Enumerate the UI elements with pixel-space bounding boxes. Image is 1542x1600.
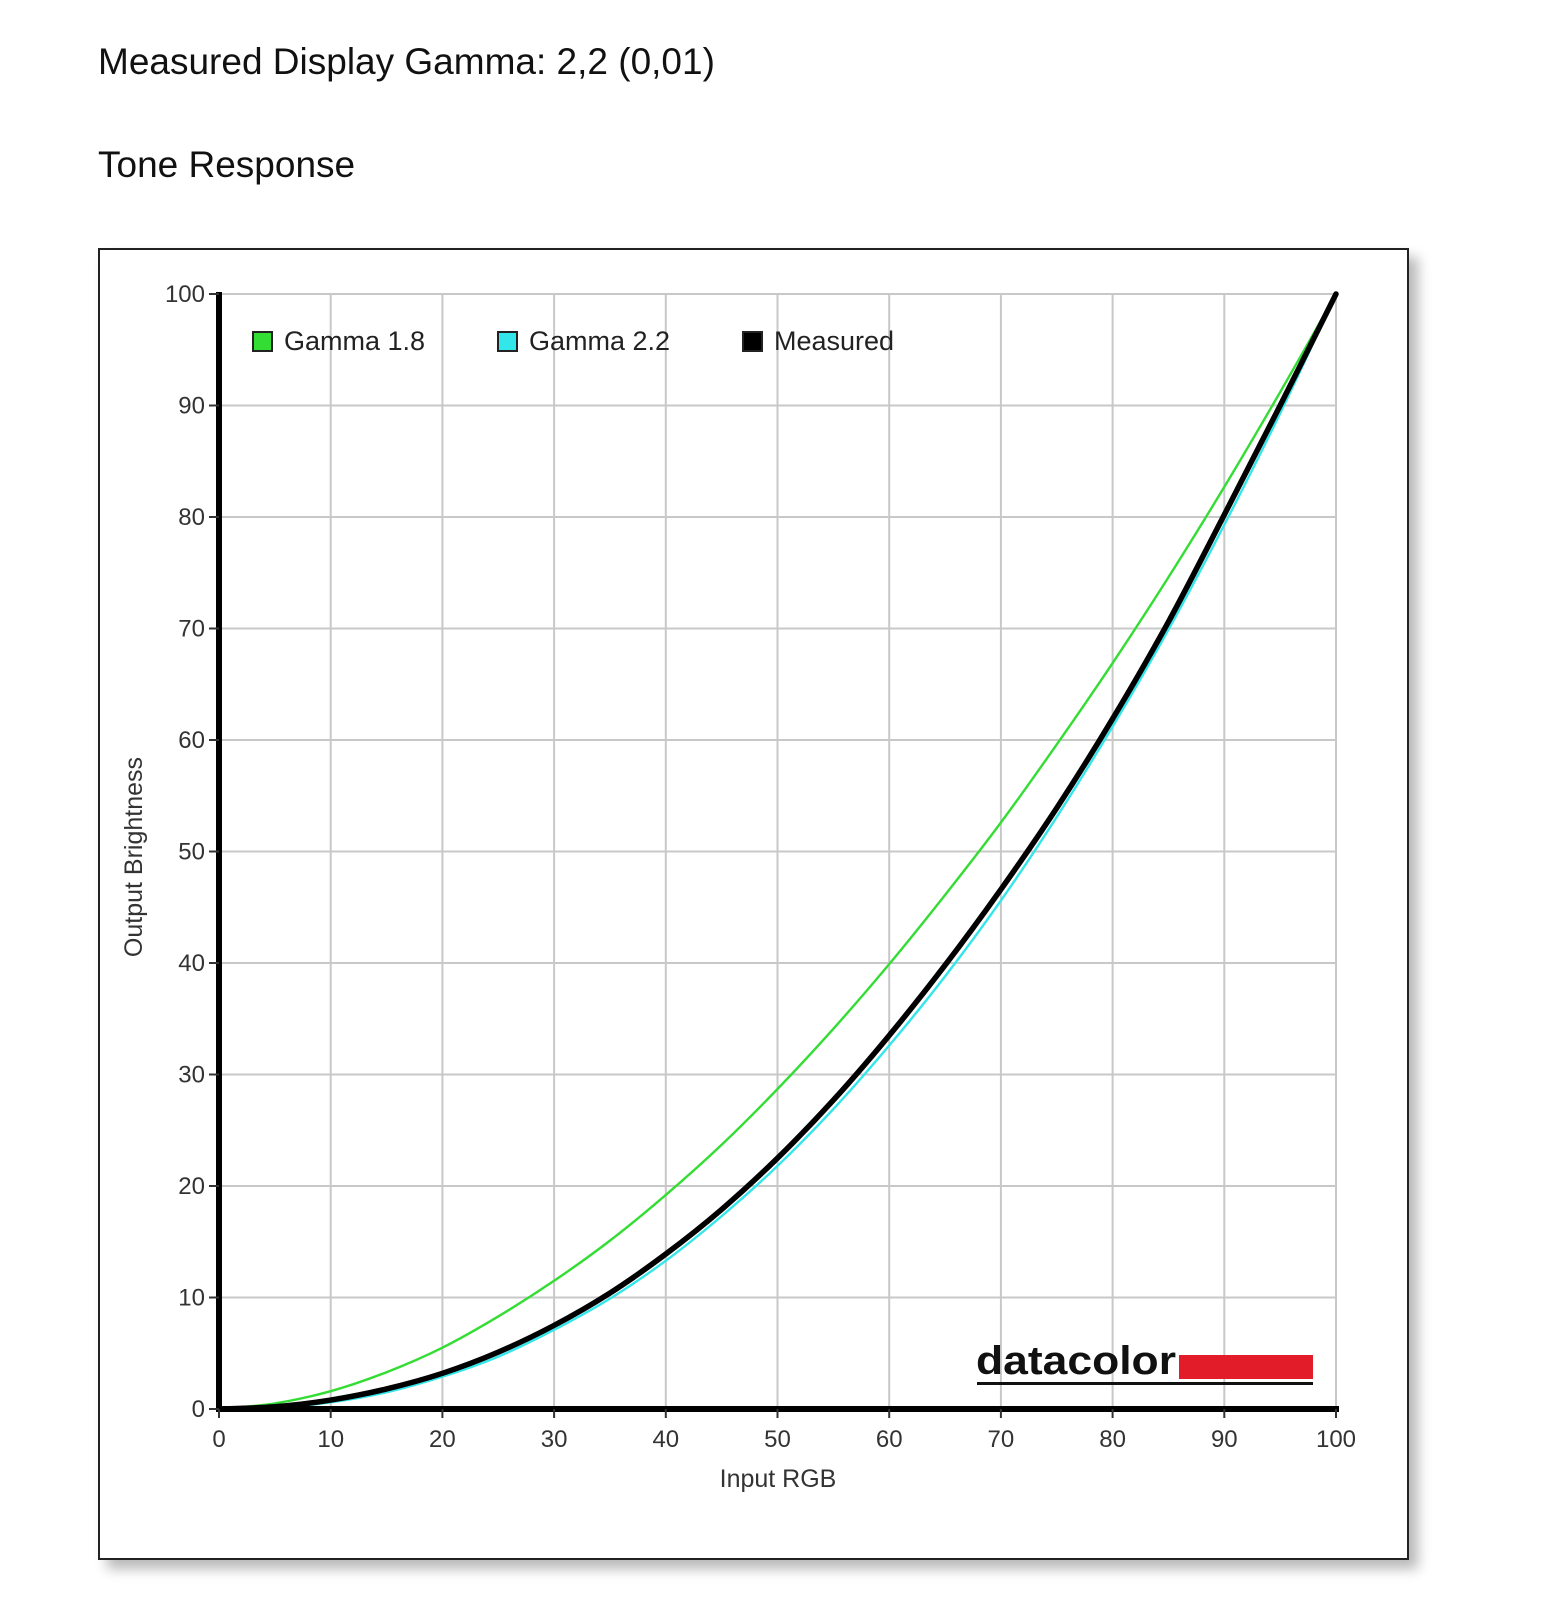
x-tick-label: 80: [1099, 1426, 1126, 1453]
legend-label: Gamma 2.2: [529, 326, 670, 356]
y-tick-label: 50: [178, 839, 205, 866]
series-line-measured: [216, 291, 1339, 1412]
y-tick-label: 10: [178, 1285, 205, 1312]
x-axis-label: Input RGB: [720, 1465, 837, 1493]
x-tick-label: 20: [429, 1426, 456, 1453]
y-tick-label: 20: [178, 1173, 205, 1200]
x-tick-label: 0: [212, 1426, 225, 1453]
x-tick-label: 30: [541, 1426, 568, 1453]
tone-response-title: Tone Response: [98, 144, 356, 185]
y-axis-label: Output Brightness: [120, 757, 148, 957]
y-tick-label: 40: [178, 950, 205, 977]
chart-ticks: 0 10 20 30 40 50 60 70 80 90 100 0 10 20 30 40 50 60 70 80 9…: [165, 281, 1356, 1453]
legend-swatch-measured: [742, 331, 763, 352]
datacolor-logo: datacolor: [976, 1339, 1313, 1385]
x-tick-label: 10: [317, 1426, 344, 1453]
x-tick-label: 70: [988, 1426, 1015, 1453]
y-tick-label: 80: [178, 504, 205, 531]
logo-underline: [977, 1382, 1313, 1385]
legend-item-gamma-2-2: Gamma 2.2: [497, 326, 670, 356]
y-tick-label: 90: [178, 393, 205, 420]
x-tick-label: 60: [876, 1426, 903, 1453]
measured-gamma-heading: Measured Display Gamma: 2,2 (0,01): [98, 41, 715, 82]
logo-red-bar: [1179, 1355, 1313, 1379]
chart-series: [216, 291, 1339, 1412]
tone-response-chart: 0 10 20 30 40 50 60 70 80 90 100 0 10 20 30 40 50 60 70 80 9…: [120, 281, 1356, 1493]
legend-label: Gamma 1.8: [284, 326, 425, 356]
chart-legend: Gamma 1.8 Gamma 2.2 Measured: [252, 326, 894, 356]
legend-swatch-gamma-1-8: [252, 331, 273, 352]
series-line-gamma-1-8: [217, 292, 1338, 1411]
x-tick-label: 50: [764, 1426, 791, 1453]
y-tick-label: 70: [178, 616, 205, 643]
series-line-gamma-2-2: [217, 292, 1338, 1411]
logo-wordmark: datacolor: [976, 1339, 1176, 1383]
legend-label: Measured: [774, 326, 894, 356]
legend-item-gamma-1-8: Gamma 1.8: [252, 326, 425, 356]
y-tick-label: 60: [178, 727, 205, 754]
chart-grid: [219, 293, 1337, 1409]
tone-response-chart-frame: 0 10 20 30 40 50 60 70 80 90 100 0 10 20 30 40 50 60 70 80 9…: [98, 248, 1409, 1560]
legend-item-measured: Measured: [742, 326, 894, 356]
y-tick-label: 100: [165, 281, 205, 308]
x-tick-label: 90: [1211, 1426, 1238, 1453]
x-tick-label: 40: [652, 1426, 679, 1453]
legend-swatch-gamma-2-2: [497, 331, 518, 352]
x-tick-label: 100: [1316, 1426, 1356, 1453]
y-tick-label: 30: [178, 1062, 205, 1089]
y-tick-label: 0: [192, 1396, 205, 1423]
